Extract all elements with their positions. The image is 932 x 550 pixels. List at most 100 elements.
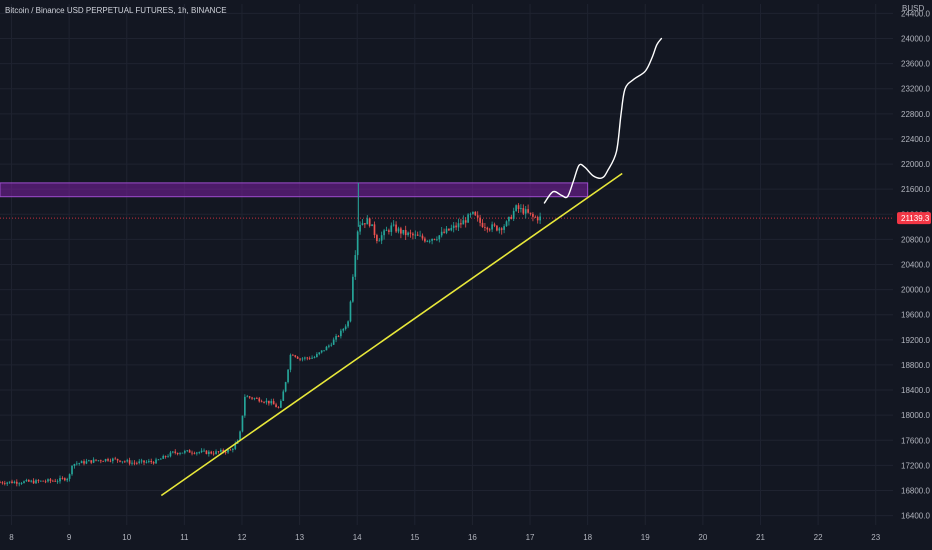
candle [232,447,234,453]
candle-body [198,452,201,453]
candle-body [462,220,465,225]
time-tick-label: 19 [641,533,650,542]
price-tick-label: 16800.0 [901,486,930,495]
projection-curve[interactable] [543,37,663,204]
candle [116,458,119,463]
candle-body [169,452,172,457]
candle-body [527,209,529,213]
candle-body [289,354,292,370]
candle-body [188,450,191,453]
price-axis[interactable]: 16400.0 16800.0 17200.0 17600.0 18000.0 18400… [897,9,931,521]
candle-body [260,401,263,403]
candle [532,212,534,222]
candle [484,222,486,232]
last-price-value: 21139.3 [901,214,930,223]
candle-body [143,460,145,463]
candle [128,457,131,466]
candle-body [208,451,210,455]
candle [364,223,366,229]
candle [244,394,246,418]
candle-body [409,232,412,234]
candle-body [404,229,407,236]
candle-body [284,382,287,392]
time-axis[interactable]: 8 9 10 11 12 13 14 15 16 17 18 19 20 21 22 23 [9,533,880,542]
candle-body [352,276,354,302]
candle [414,230,417,240]
candle [496,225,498,232]
candle [155,457,157,464]
candle-body [378,240,381,242]
candle-body [49,479,52,481]
candle-body [133,462,136,464]
candle-body [6,482,9,484]
candle-body [97,460,100,462]
candle [251,396,253,401]
candle [313,355,316,359]
candle-body [99,460,102,462]
price-tick-label: 20400.0 [901,261,930,270]
candle-body [448,228,450,231]
candle [392,220,395,227]
resistance-zone-rect[interactable] [0,182,589,198]
candle-body [138,461,141,463]
candle [469,212,472,218]
candle [224,450,227,455]
candle [368,217,371,228]
candle [488,227,491,232]
time-tick-label: 12 [238,533,247,542]
candle-body [71,465,73,475]
candle [104,458,107,463]
candle [330,342,333,347]
candle-body [54,480,57,482]
candle [200,448,203,454]
candle-body [359,225,361,232]
candle-body [484,227,486,228]
candle [270,398,273,406]
candle-body [114,458,117,460]
candle [282,389,285,401]
candle [395,221,397,233]
candle [75,461,78,466]
time-axis-panel[interactable] [0,525,893,550]
candle [443,228,445,234]
price-tick-label: 22000.0 [901,160,930,169]
candle-body [92,459,95,463]
candle [491,221,493,233]
candle-body [424,238,426,242]
candle-body [493,224,496,226]
candle-body [176,452,179,455]
candle-body [510,216,513,219]
candle-body [0,482,1,484]
candle [111,457,114,464]
candle-body [27,480,30,482]
candle [366,215,369,225]
candle [171,451,174,454]
candle [529,212,532,216]
candle-body [383,230,385,236]
candle-body [140,460,143,462]
candle [275,402,277,408]
candle [83,459,85,466]
candle [164,455,167,459]
candle [503,224,505,234]
candle [323,350,325,352]
candle [287,369,289,384]
ascending-trendline[interactable] [160,172,623,497]
projection-path[interactable] [543,37,663,204]
candle-body [491,224,493,230]
candle [332,337,335,346]
candle [380,231,383,245]
time-tick-label: 9 [67,533,72,542]
candle-body [157,459,160,461]
candle-body [390,225,393,232]
candle-body [246,396,249,398]
price-axis-panel[interactable] [893,0,932,550]
trendline[interactable] [160,172,623,497]
candle-body [39,480,42,482]
candle [397,226,400,234]
candle-body [529,212,532,214]
candle-body [222,449,225,452]
candle-body [400,228,402,234]
